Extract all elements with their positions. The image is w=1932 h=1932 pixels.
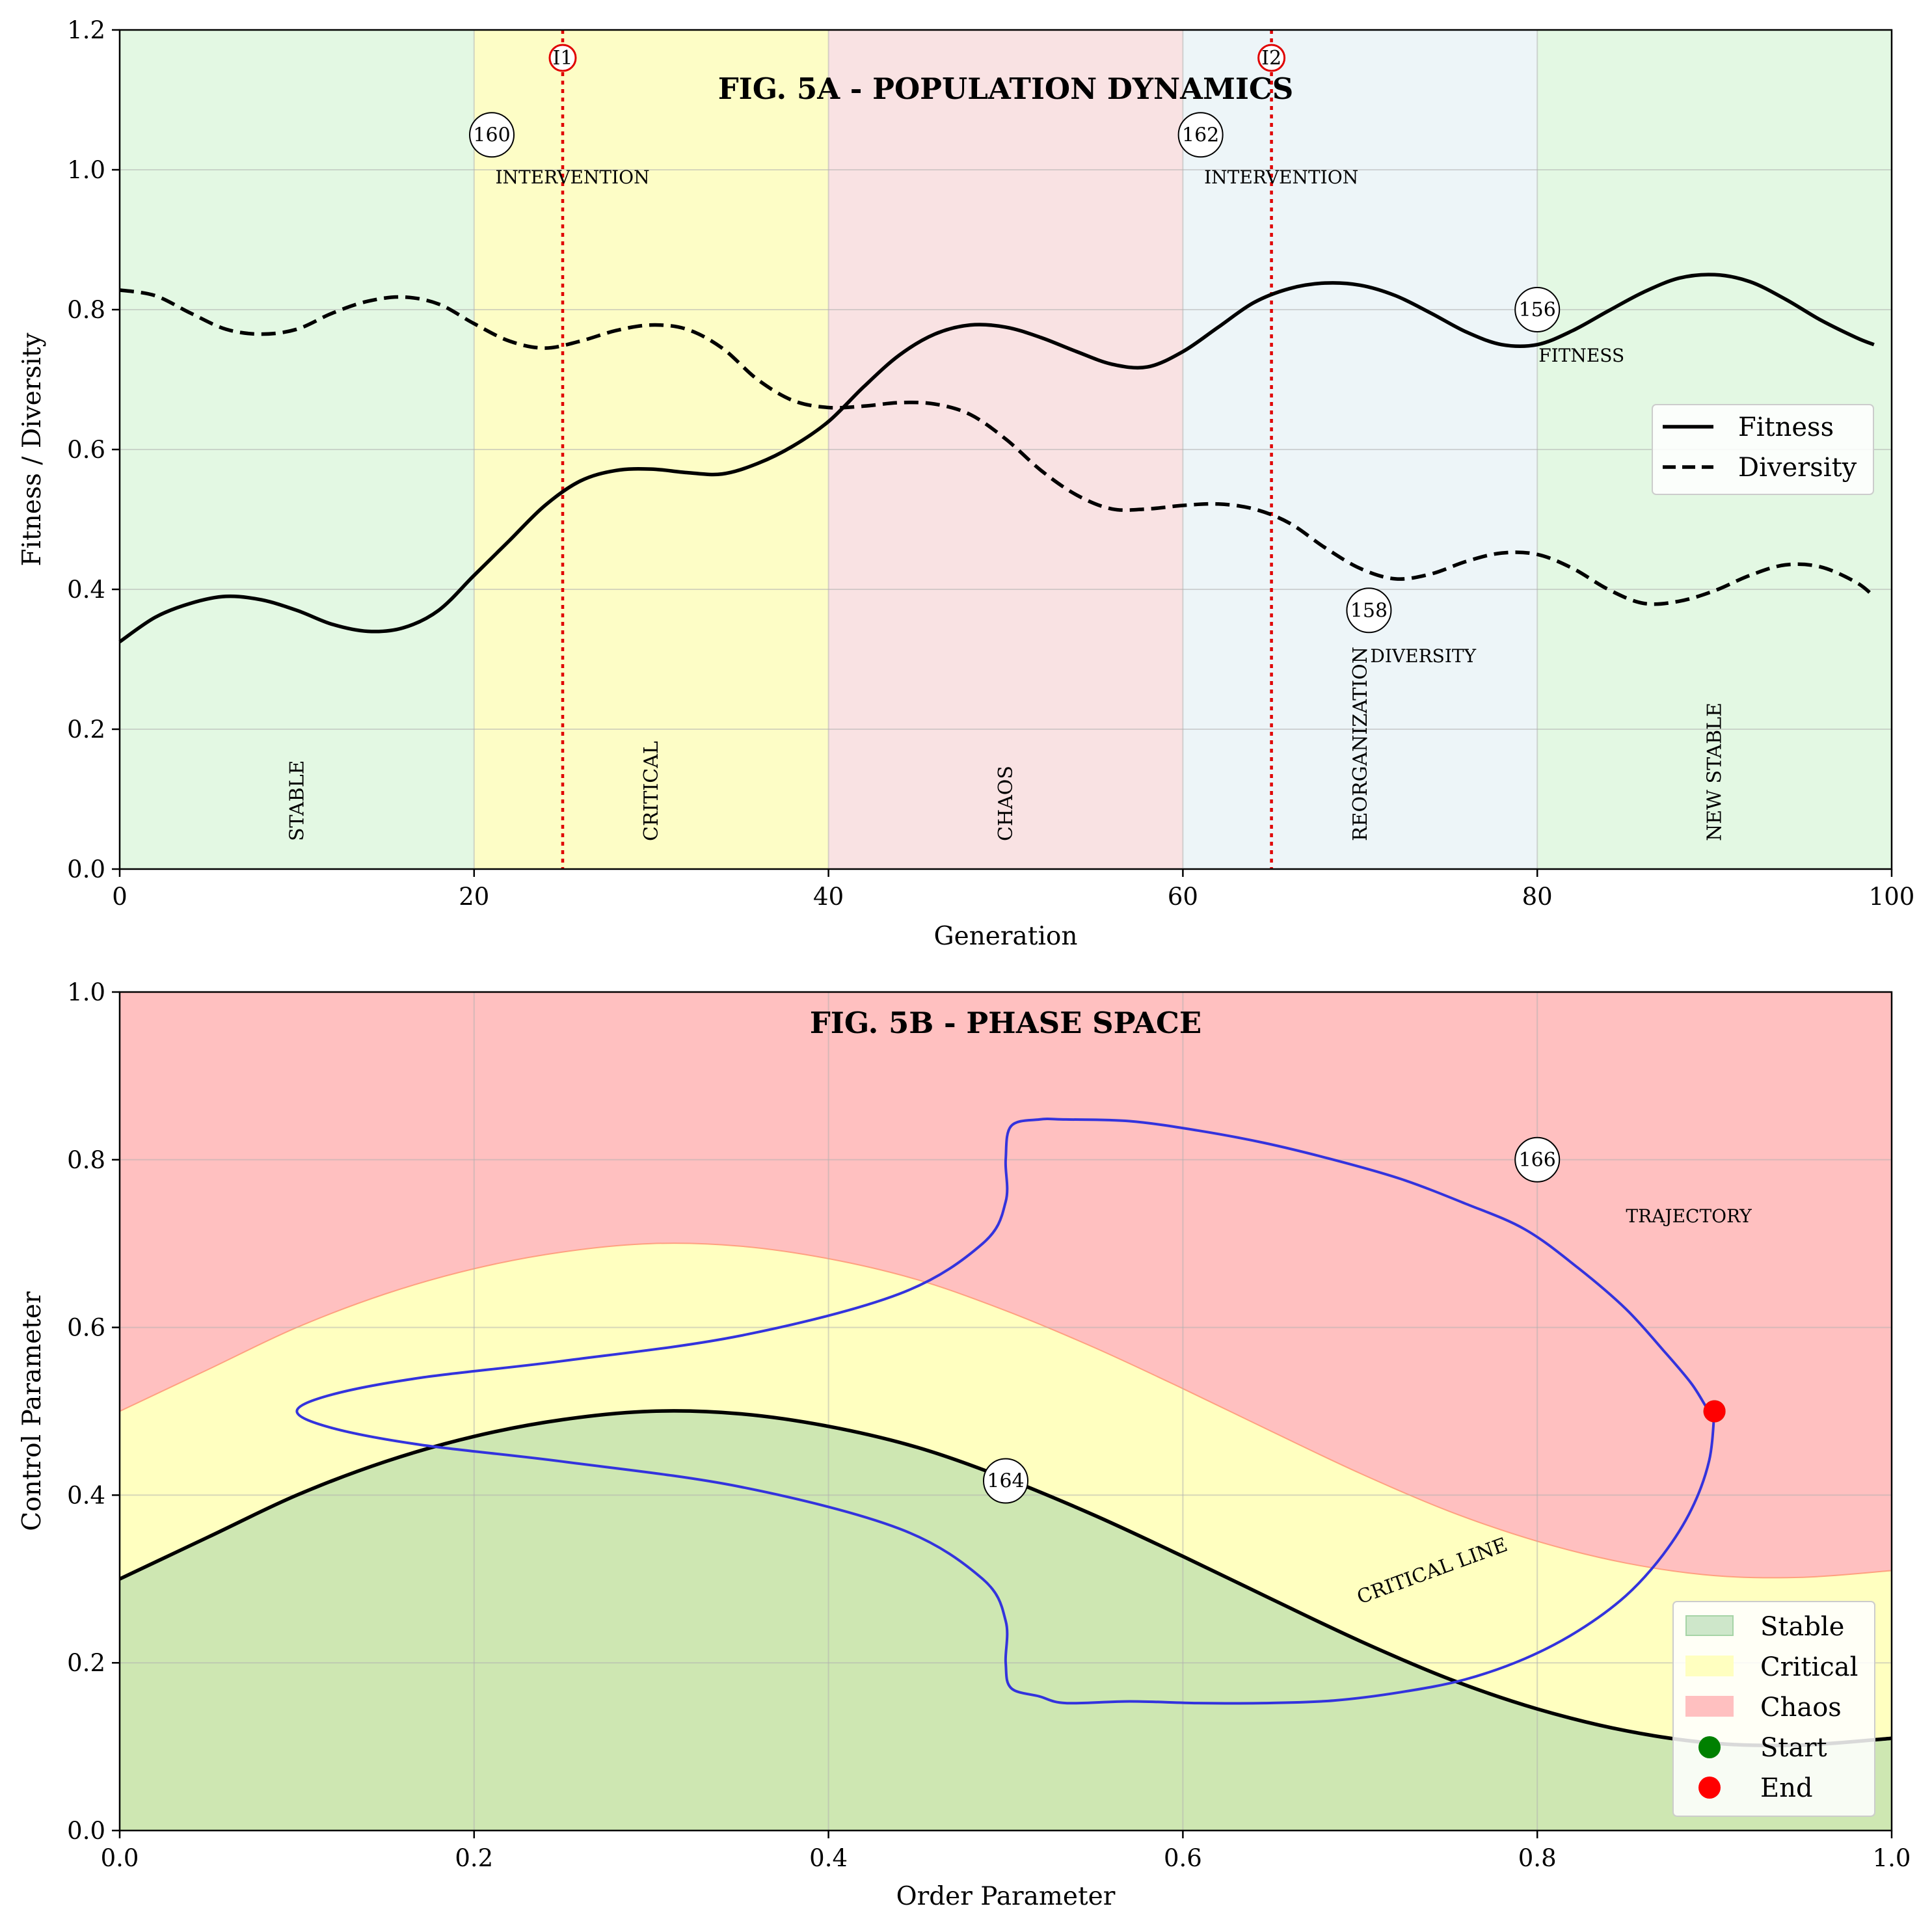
x-axis-label: Generation <box>933 922 1077 951</box>
y-tick-label: 1.0 <box>67 156 105 184</box>
legend: Fitness Diversity <box>1652 405 1873 494</box>
panel-phase-space: 166TRAJECTORY164CRITICAL LINE FIG. 5B - … <box>18 978 1911 1911</box>
phase-label: NEW STABLE <box>1704 703 1726 841</box>
x-tick-label: 0 <box>112 883 127 911</box>
legend-label: Stable <box>1760 1612 1844 1642</box>
annotation-label: DIVERSITY <box>1370 645 1476 667</box>
x-tick-label: 80 <box>1522 883 1553 911</box>
reference-number: 160 <box>473 124 510 146</box>
phase-label: STABLE <box>286 760 308 841</box>
legend-label: Chaos <box>1760 1693 1842 1723</box>
reference-number: 158 <box>1350 599 1388 622</box>
x-tick-label: 20 <box>459 883 489 911</box>
y-tick-label: 0.6 <box>67 1314 105 1342</box>
y-tick-label: 0.4 <box>67 576 105 604</box>
y-tick-label: 0.2 <box>67 1649 105 1677</box>
x-tick-label: 0.6 <box>1164 1844 1202 1872</box>
legend-start-swatch <box>1698 1736 1721 1758</box>
x-axis-label: Order Parameter <box>896 1882 1116 1911</box>
legend-swatch-chaos <box>1686 1697 1733 1716</box>
reference-number: 166 <box>1519 1149 1556 1172</box>
phase-label: REORGANIZATION <box>1349 647 1372 841</box>
intervention-label: INTERVENTION <box>1204 167 1358 188</box>
chart-title: FIG. 5A - POPULATION DYNAMICS <box>718 72 1294 106</box>
y-tick-label: 0.0 <box>67 1817 105 1845</box>
y-tick-label: 0.0 <box>67 855 105 883</box>
y-tick-label: 1.0 <box>67 978 105 1006</box>
phase-label: CRITICAL <box>640 741 663 841</box>
legend-label: Critical <box>1760 1652 1858 1682</box>
phase-label: CHAOS <box>995 766 1017 841</box>
intervention-id: I1 <box>553 47 573 70</box>
intervention-label: INTERVENTION <box>495 167 649 188</box>
legend-end-swatch <box>1698 1777 1721 1799</box>
legend-label: Start <box>1760 1733 1827 1763</box>
x-tick-label: 60 <box>1168 883 1198 911</box>
y-tick-label: 0.4 <box>67 1481 105 1509</box>
annotation-label: FITNESS <box>1538 345 1624 366</box>
y-axis-label: Fitness / Diversity <box>18 332 47 566</box>
reference-number: 164 <box>987 1469 1024 1492</box>
y-tick-label: 0.6 <box>67 436 105 464</box>
y-axis-label: Control Parameter <box>18 1291 47 1531</box>
x-tick-label: 100 <box>1869 883 1915 911</box>
y-tick-label: 0.8 <box>67 1146 105 1174</box>
x-tick-label: 0.8 <box>1518 1844 1557 1872</box>
x-tick-label: 0.4 <box>809 1844 848 1872</box>
chart-title: FIG. 5B - PHASE SPACE <box>810 1006 1201 1040</box>
end-marker <box>1704 1401 1726 1423</box>
y-tick-label: 0.2 <box>67 716 105 744</box>
legend-label: End <box>1760 1773 1813 1803</box>
reference-number: 162 <box>1182 124 1219 146</box>
legend-fitness-label: Fitness <box>1738 412 1834 442</box>
x-tick-label: 0.0 <box>101 1844 139 1872</box>
trajectory-label: TRAJECTORY <box>1626 1205 1752 1227</box>
panel-population-dynamics: STABLE CRITICAL CHAOS REORGANIZATION NEW STA… <box>18 16 1914 951</box>
intervention-id: I2 <box>1261 47 1281 70</box>
y-tick-label: 1.2 <box>67 16 105 44</box>
x-tick-label: 40 <box>813 883 844 911</box>
y-tick-label: 0.8 <box>67 296 105 324</box>
legend-swatch-critical <box>1686 1656 1733 1676</box>
legend-diversity-label: Diversity <box>1738 453 1857 483</box>
x-tick-label: 1.0 <box>1873 1844 1911 1872</box>
x-tick-label: 0.2 <box>455 1844 493 1872</box>
legend: Stable Critical Chaos Start End <box>1673 1602 1875 1816</box>
legend-swatch-stable <box>1686 1616 1733 1635</box>
reference-number: 156 <box>1519 299 1556 321</box>
